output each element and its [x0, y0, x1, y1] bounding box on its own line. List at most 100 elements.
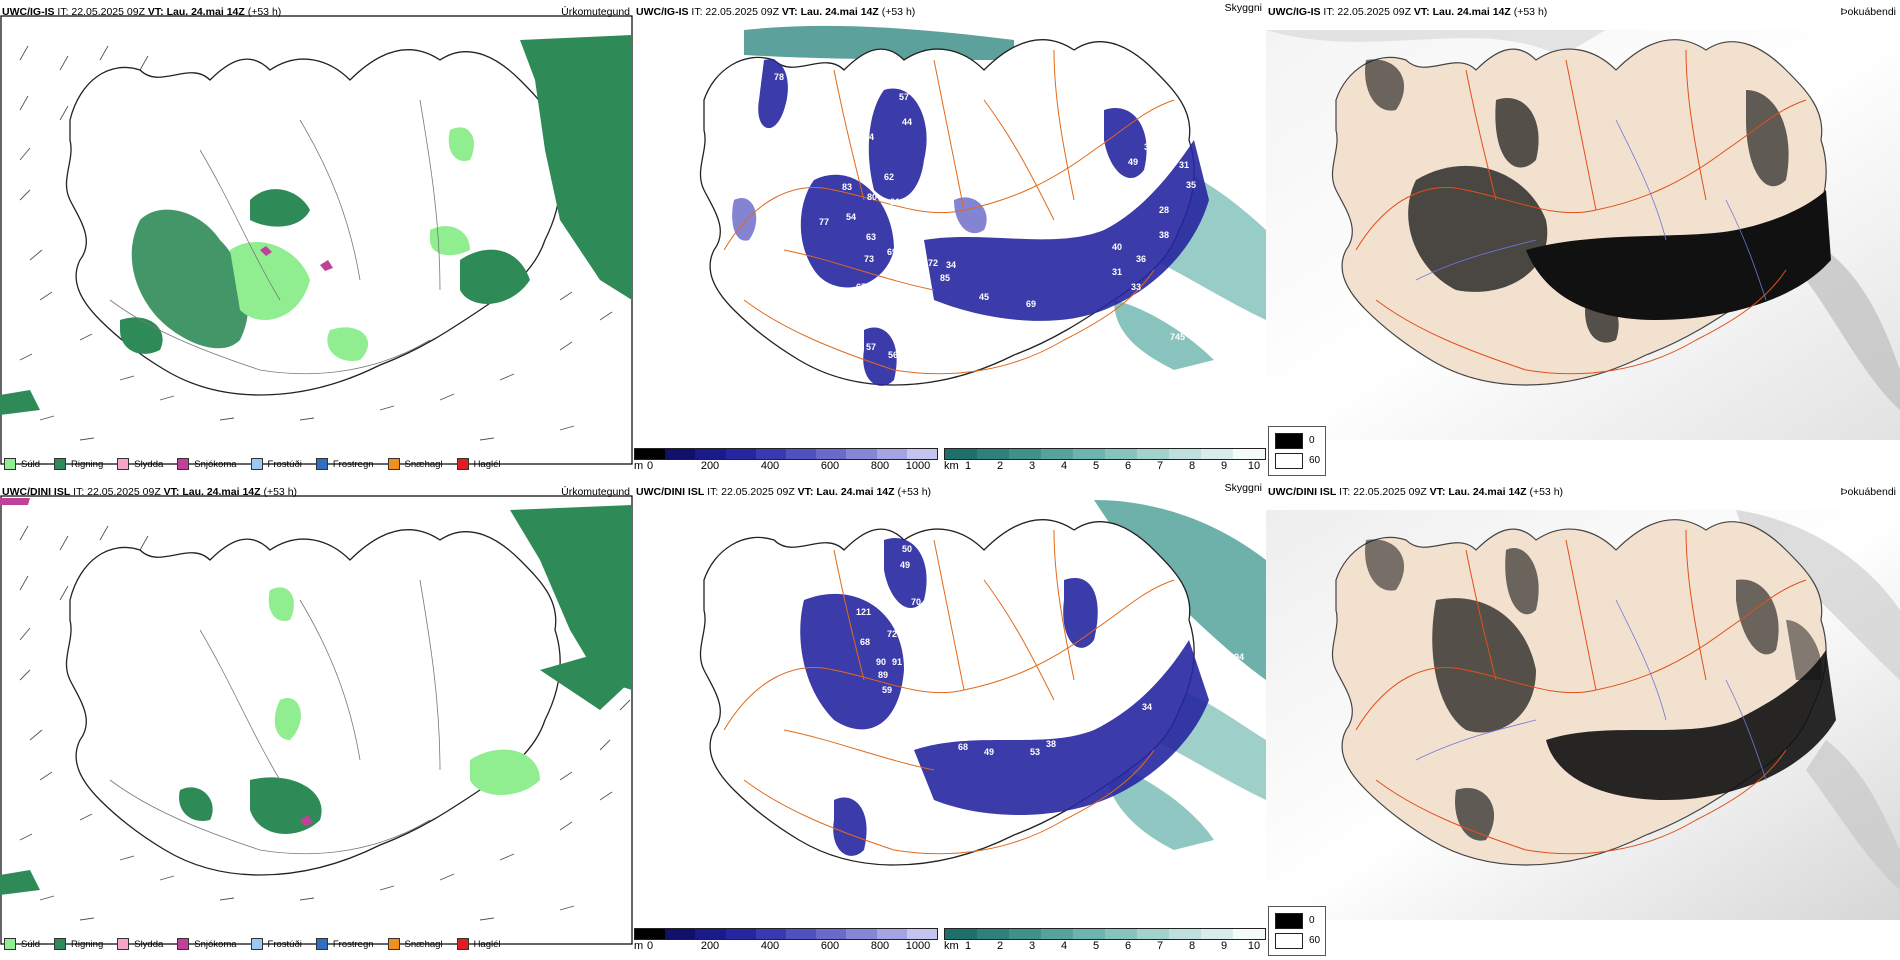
legend-label: Frostregn: [332, 938, 374, 950]
fog-legend-low: 0: [1309, 435, 1315, 446]
ceiling-label: 53: [1030, 747, 1040, 757]
visibility-colorbar-bar: [944, 928, 1266, 940]
ceiling-ticks: 0 200 400 600 800 1000: [634, 460, 938, 474]
tick-label: 7: [1156, 940, 1164, 952]
panel-title-clouds: Skyggni: [1224, 482, 1262, 494]
fog-index-panel: UWC/IG-IS IT: 22.05.2025 09Z VT: Lau. 24…: [1266, 0, 1900, 480]
panel-header: UWC/IG-IS IT: 22.05.2025 09Z VT: Lau. 24…: [1268, 6, 1547, 18]
ceiling-label: 81: [890, 197, 900, 207]
legend-label: Súld: [21, 938, 41, 950]
ceiling-label: 68: [958, 742, 968, 752]
legend-label: Snjókoma: [194, 938, 237, 950]
fog-index-map: [1266, 510, 1900, 920]
model-name: UWC/IG-IS: [636, 6, 689, 18]
fog-legend: 0 60: [1268, 906, 1326, 956]
panel-header: UWC/DINI ISL IT: 22.05.2025 09Z VT: Lau.…: [2, 486, 297, 498]
ceiling-unit: m: [634, 460, 644, 472]
panel-header: UWC/DINI ISL IT: 22.05.2025 09Z VT: Lau.…: [1268, 486, 1563, 498]
panel-title-precip: Úrkomutegund: [561, 6, 630, 18]
ceiling-label: 55: [1206, 647, 1216, 657]
legend-item-sudl: Súld: [4, 458, 40, 470]
legend-label: Snæhagl: [404, 938, 443, 950]
swatch-icon: [54, 938, 67, 950]
swatch-icon: [315, 938, 328, 950]
legend-item-rigning: Rigning: [54, 458, 103, 470]
swatch-icon: [177, 458, 190, 470]
ceiling-label: 68: [860, 637, 870, 647]
ceiling-label: 84: [908, 289, 918, 299]
tick-label: 6: [1124, 460, 1132, 472]
ceiling-label: 34: [1142, 702, 1152, 712]
fog-legend-high: 60: [1309, 935, 1321, 946]
legend-label: Slydda: [134, 938, 164, 950]
tick-label: 2: [996, 460, 1004, 472]
panel-header: UWC/DINI ISL IT: 22.05.2025 09Z VT: Lau.…: [636, 486, 931, 498]
swatch-icon: [117, 938, 130, 950]
legend-label: Rigning: [71, 458, 104, 470]
swatch-icon: [54, 458, 67, 470]
legend-item-snjokoma: Snjókoma: [177, 938, 237, 950]
model-name: UWC/IG-IS: [2, 6, 55, 18]
init-time: IT: 22.05.2025 09Z: [73, 486, 161, 498]
ceiling-label: 92: [834, 300, 844, 310]
legend-label: Haglél: [473, 938, 501, 950]
visibility-colorbar: km 1 2 3 4 5 6 7 8 9 10: [944, 448, 1266, 476]
ceiling-label: 38: [1159, 230, 1169, 240]
precip-type-panel: UWC/DINI ISL IT: 22.05.2025 09Z VT: Lau.…: [0, 480, 634, 960]
ceiling-label: 33: [1131, 282, 1141, 292]
fog-swatch-low: [1275, 913, 1303, 929]
ceiling-label: 62: [884, 172, 894, 182]
ceiling-label: 50: [902, 544, 912, 554]
swatch-icon: [117, 458, 130, 470]
ceiling-label: 31: [910, 212, 920, 222]
lead-time: (+53 h): [263, 486, 298, 498]
ceiling-colorbar: m 0 200 400 600 800 1000: [634, 928, 938, 956]
init-time: IT: 22.05.2025 09Z: [57, 6, 145, 18]
ceiling-label: 72: [887, 629, 897, 639]
ceiling-label: 36: [1136, 254, 1146, 264]
legend-label: Súld: [21, 458, 41, 470]
fog-swatch-high: [1275, 933, 1303, 949]
tick-label: 0: [646, 940, 654, 952]
swatch-icon: [456, 458, 469, 470]
panel-title-clouds: Skyggni: [1224, 2, 1262, 14]
ceiling-label: 85: [940, 273, 950, 283]
init-time: IT: 22.05.2025 09Z: [707, 486, 795, 498]
fog-index-panel: UWC/DINI ISL IT: 22.05.2025 09Z VT: Lau.…: [1266, 480, 1900, 960]
tick-label: 3: [1028, 460, 1036, 472]
cloud-visibility-panel: 50 49 121 68 72 70 59 75 90 91 89 72 59 …: [634, 480, 1266, 960]
tick-label: 9: [1220, 940, 1228, 952]
valid-time: VT: Lau. 24.mai 14Z: [1413, 6, 1511, 18]
ceiling-label: 75: [936, 622, 946, 632]
tick-label: 8: [1188, 460, 1196, 472]
ceiling-label: 83: [842, 182, 852, 192]
swatch-icon: [250, 938, 263, 950]
swatch-icon: [4, 458, 16, 470]
ceiling-label: 40: [1112, 242, 1122, 252]
ceiling-label: 80: [867, 192, 877, 202]
tick-label: 1: [964, 460, 972, 472]
ceiling-label: 90: [876, 657, 886, 667]
ceiling-label: 89: [878, 670, 888, 680]
lead-time: (+53 h): [897, 486, 932, 498]
model-name: UWC/DINI ISL: [2, 486, 71, 498]
ceiling-label: 72: [904, 672, 914, 682]
ceiling-label: 28: [1159, 205, 1169, 215]
panel-header: UWC/IG-IS IT: 22.05.2025 09Z VT: Lau. 24…: [2, 6, 281, 18]
model-name: UWC/IG-IS: [1268, 6, 1321, 18]
legend-label: Slydda: [134, 458, 164, 470]
valid-time: VT: Lau. 24.mai 14Z: [147, 6, 245, 18]
legend-label: Haglél: [473, 458, 501, 470]
tick-label: 7: [1156, 460, 1164, 472]
panel-title-fog: Þokuábendi: [1840, 486, 1896, 498]
ceiling-colorbar-bar: [634, 928, 938, 940]
ceiling-label: 34: [1102, 707, 1112, 717]
tick-label: 400: [760, 940, 780, 952]
ceiling-label: 37: [1144, 142, 1154, 152]
tick-label: 10: [1247, 940, 1261, 952]
ceiling-label: 67: [856, 282, 866, 292]
init-time: IT: 22.05.2025 09Z: [1339, 486, 1427, 498]
model-name: UWC/DINI ISL: [1268, 486, 1337, 498]
valid-time: VT: Lau. 24.mai 14Z: [1429, 486, 1527, 498]
ceiling-label: 66: [1098, 157, 1108, 167]
